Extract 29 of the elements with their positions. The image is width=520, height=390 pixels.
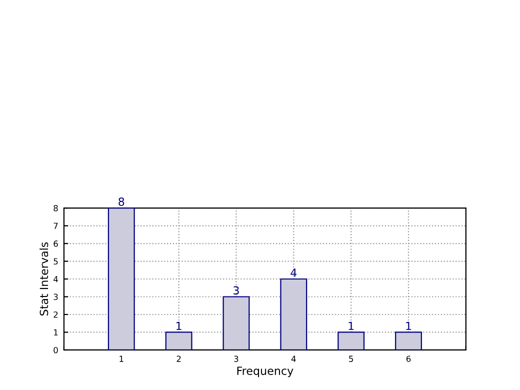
x-tick-label: 2 — [176, 356, 181, 362]
y-tick-label: 6 — [54, 240, 58, 247]
data-label: 1 — [348, 322, 354, 330]
bar — [338, 332, 365, 350]
data-label: 1 — [406, 322, 412, 330]
x-tick-label: 5 — [349, 356, 353, 362]
x-tick-label: 3 — [234, 356, 238, 362]
y-tick-label: 4 — [54, 276, 58, 282]
y-tick-label: 3 — [54, 294, 58, 300]
x-tick-label: 4 — [291, 356, 296, 362]
bar — [165, 332, 192, 350]
y-axis-title: Stat Intervals — [40, 242, 48, 316]
bar — [222, 296, 250, 350]
y-tick-label: 1 — [54, 329, 58, 336]
x-tick-label: 6 — [406, 356, 411, 362]
y-tick-label: 2 — [54, 311, 58, 318]
data-label: 1 — [176, 322, 182, 330]
bar — [280, 278, 308, 350]
y-tick-label: 0 — [54, 346, 58, 354]
x-axis-title: Frequency — [237, 366, 294, 378]
y-tick-label: 8 — [54, 205, 58, 212]
y-tick-label: 5 — [54, 258, 58, 265]
bar — [395, 332, 422, 350]
data-label: 4 — [290, 268, 297, 277]
bar — [108, 208, 135, 350]
data-label: 3 — [234, 286, 239, 295]
y-tick-label: 7 — [54, 222, 58, 229]
data-label: 8 — [118, 197, 124, 206]
x-tick-label: 1 — [120, 356, 124, 362]
